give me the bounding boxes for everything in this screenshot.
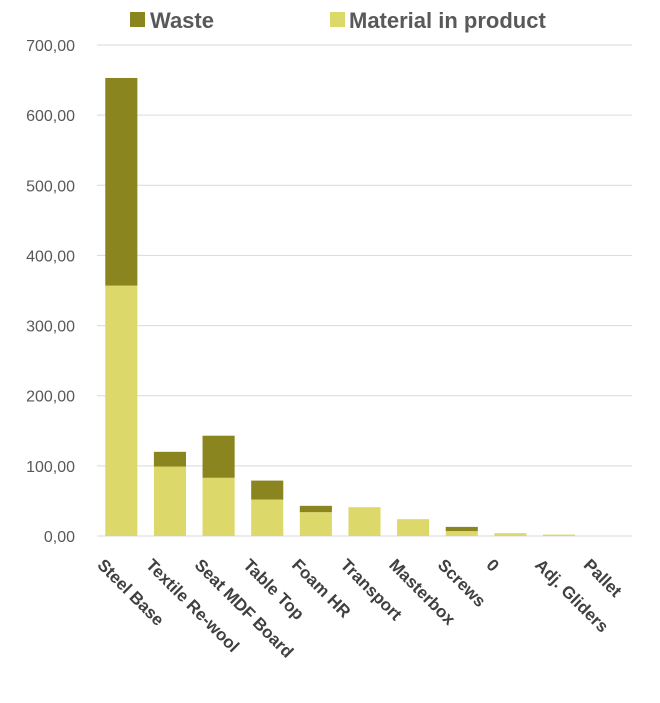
bar-segment-material xyxy=(542,534,576,536)
y-tick-label: 100,00 xyxy=(26,459,75,476)
y-tick-label: 200,00 xyxy=(26,389,75,406)
bar-segment-waste xyxy=(153,451,187,467)
bar-segment-waste xyxy=(202,435,235,478)
y-tick-label: 0,00 xyxy=(44,529,75,546)
y-tick-label: 500,00 xyxy=(26,178,75,195)
bar-segment-waste xyxy=(251,480,284,500)
bar-segment-material xyxy=(251,499,284,536)
bar-segment-material xyxy=(153,466,187,536)
bar-segment-material xyxy=(348,507,381,536)
y-axis: 0,00 100,00 200,00 300,00 400,00 500,00 600,00… xyxy=(26,38,75,546)
bar-segment-waste xyxy=(299,505,332,513)
y-tick-label: 700,00 xyxy=(26,38,75,55)
bar-segment-material xyxy=(299,512,332,536)
legend-swatch-material xyxy=(330,12,345,27)
bar-segment-material xyxy=(397,519,430,536)
bar-segment-material xyxy=(105,285,138,536)
legend-swatch-waste xyxy=(130,12,145,27)
bar-segment-waste xyxy=(445,526,478,532)
x-tick-label: 0 xyxy=(483,555,503,575)
bars xyxy=(105,77,576,536)
y-tick-label: 300,00 xyxy=(26,319,75,336)
x-tick-label: Pallet xyxy=(580,555,626,601)
bar-segment-waste xyxy=(105,77,138,286)
bar-segment-material xyxy=(202,477,235,536)
bar-segment-material xyxy=(445,531,478,536)
bar-segment-material xyxy=(494,533,527,536)
y-tick-label: 600,00 xyxy=(26,108,75,125)
legend-label-material: Material in product xyxy=(349,8,546,33)
legend: Waste Material in product xyxy=(130,8,546,33)
legend-label-waste: Waste xyxy=(150,8,214,33)
y-tick-label: 400,00 xyxy=(26,248,75,265)
gridlines xyxy=(97,44,632,537)
